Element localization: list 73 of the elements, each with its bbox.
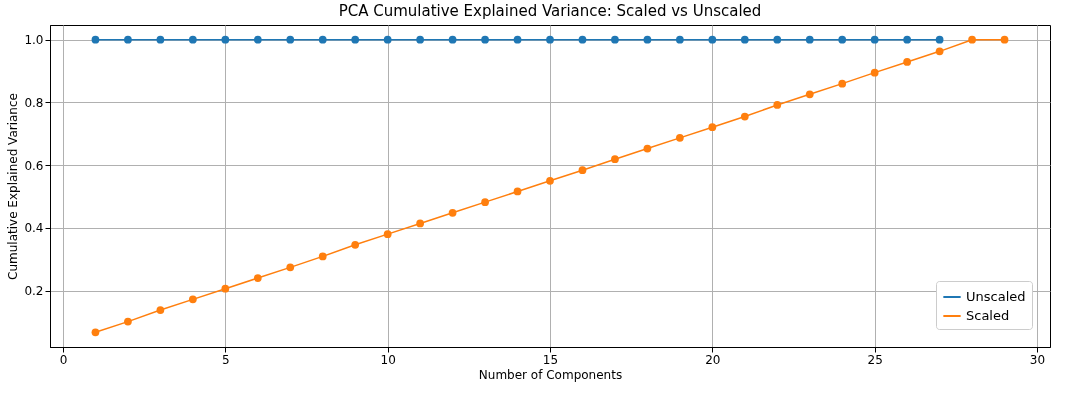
point [318, 252, 327, 261]
point [188, 295, 197, 304]
point [481, 198, 489, 207]
point [740, 35, 749, 44]
point [676, 134, 684, 142]
point [708, 123, 717, 132]
point [383, 230, 392, 238]
point [286, 263, 295, 272]
point [253, 35, 262, 44]
point [870, 35, 879, 44]
point [156, 306, 165, 314]
point [546, 35, 554, 44]
y-tick-label: 0.4 [24, 221, 44, 236]
x-tick-label: 20 [705, 352, 721, 367]
point [578, 166, 587, 175]
point [935, 47, 944, 56]
point [578, 35, 587, 44]
point [838, 79, 847, 88]
point [416, 219, 424, 228]
y-tick-label: 0.2 [24, 284, 44, 299]
point [611, 155, 619, 164]
x-tick-label: 30 [1029, 352, 1046, 367]
y-tick-label: 0.8 [24, 95, 44, 110]
point [351, 35, 360, 44]
point [903, 35, 912, 44]
point [546, 176, 554, 185]
point [221, 35, 230, 44]
legend-label: Scaled [966, 308, 1010, 323]
point [1000, 35, 1009, 44]
point [416, 35, 424, 44]
point [643, 35, 652, 44]
point [221, 284, 230, 293]
point [903, 58, 912, 66]
point [773, 101, 782, 109]
x-tick-label: 0 [59, 352, 68, 367]
point [253, 274, 262, 282]
y-tick-label: 1.0 [24, 33, 44, 48]
y-axis-title: Cumulative Explained Variance [6, 93, 21, 280]
point [870, 68, 879, 77]
point [286, 35, 295, 44]
point [968, 35, 976, 44]
point [318, 35, 327, 44]
point [124, 35, 132, 44]
point [676, 35, 684, 44]
point [838, 35, 847, 44]
point [448, 35, 457, 44]
x-tick-label: 10 [380, 352, 396, 367]
point [513, 35, 522, 44]
point [448, 208, 457, 217]
point [708, 35, 717, 44]
x-tick-label: 15 [542, 352, 559, 367]
point [513, 187, 522, 196]
point [935, 35, 944, 44]
point [805, 90, 814, 99]
x-tick-label: 25 [867, 352, 883, 367]
point [383, 35, 392, 44]
y-tick-label: 0.6 [24, 158, 44, 173]
point [481, 35, 489, 44]
point [805, 35, 814, 44]
point [740, 112, 749, 121]
point [156, 35, 165, 44]
point [351, 240, 360, 249]
chart-title: PCA Cumulative Explained Variance: Scaled vs Unscaled [338, 2, 762, 20]
x-tick-label: 5 [222, 352, 230, 367]
point [188, 35, 197, 44]
point [773, 35, 782, 44]
point [91, 328, 100, 337]
x-axis-title: Number of Components [478, 367, 623, 382]
point [124, 317, 132, 326]
point [91, 35, 100, 44]
point [643, 144, 652, 153]
point [611, 35, 619, 44]
legend-label: Unscaled [966, 289, 1026, 304]
